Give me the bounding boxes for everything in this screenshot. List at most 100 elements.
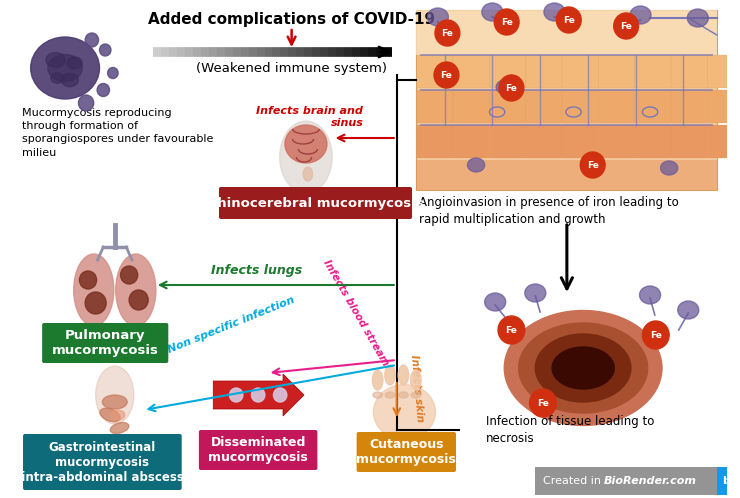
Text: Angioinvasion in presence of iron leading to
rapid multiplication and growth: Angioinvasion in presence of iron leadin… — [419, 196, 679, 226]
FancyBboxPatch shape — [635, 90, 671, 123]
Ellipse shape — [67, 57, 82, 69]
Circle shape — [129, 290, 148, 310]
Bar — [416, 160, 717, 190]
Ellipse shape — [61, 73, 78, 87]
Ellipse shape — [427, 8, 448, 26]
FancyBboxPatch shape — [671, 90, 707, 123]
Ellipse shape — [552, 347, 614, 389]
FancyBboxPatch shape — [489, 125, 526, 158]
Ellipse shape — [496, 80, 514, 94]
FancyBboxPatch shape — [599, 90, 635, 123]
Ellipse shape — [485, 293, 505, 311]
Ellipse shape — [482, 3, 503, 21]
Ellipse shape — [74, 254, 114, 326]
Circle shape — [99, 44, 111, 56]
Ellipse shape — [535, 334, 631, 402]
FancyBboxPatch shape — [526, 125, 562, 158]
FancyBboxPatch shape — [489, 55, 526, 88]
Text: Rhinocerebral mucormycosis: Rhinocerebral mucormycosis — [207, 197, 424, 210]
Text: Fe: Fe — [587, 160, 599, 169]
Bar — [416, 10, 717, 55]
FancyBboxPatch shape — [417, 55, 453, 88]
Circle shape — [85, 292, 106, 314]
Ellipse shape — [399, 392, 408, 398]
Ellipse shape — [30, 37, 99, 99]
Text: Fe: Fe — [442, 28, 454, 37]
Ellipse shape — [661, 161, 678, 175]
Text: Cutaneous
mucormycosis: Cutaneous mucormycosis — [357, 438, 456, 466]
Circle shape — [494, 9, 519, 35]
FancyBboxPatch shape — [599, 55, 635, 88]
Ellipse shape — [102, 395, 127, 409]
Text: (Weakened immune system): (Weakened immune system) — [196, 62, 387, 75]
FancyBboxPatch shape — [453, 55, 489, 88]
FancyBboxPatch shape — [635, 55, 671, 88]
Ellipse shape — [285, 125, 327, 163]
Text: Mucormycosis reproducing
through formation of
sporangiospores under favourable
m: Mucormycosis reproducing through formati… — [22, 108, 213, 157]
Ellipse shape — [280, 121, 332, 193]
FancyBboxPatch shape — [417, 125, 453, 158]
FancyBboxPatch shape — [671, 55, 707, 88]
Text: Fe: Fe — [563, 15, 575, 24]
Circle shape — [274, 388, 287, 402]
Text: Added complications of COVID-19: Added complications of COVID-19 — [148, 12, 435, 27]
Ellipse shape — [95, 366, 134, 424]
FancyBboxPatch shape — [199, 430, 317, 470]
FancyBboxPatch shape — [219, 187, 412, 219]
Ellipse shape — [51, 73, 64, 83]
FancyBboxPatch shape — [562, 55, 599, 88]
Ellipse shape — [386, 392, 395, 398]
Circle shape — [434, 62, 459, 88]
Circle shape — [78, 95, 94, 111]
FancyBboxPatch shape — [635, 125, 671, 158]
FancyBboxPatch shape — [23, 434, 182, 490]
Text: Fe: Fe — [505, 326, 517, 335]
Text: Infects skin: Infects skin — [409, 354, 425, 422]
FancyArrow shape — [213, 374, 304, 416]
Text: Non specific infection: Non specific infection — [166, 295, 296, 355]
Text: Fe: Fe — [620, 21, 632, 30]
FancyBboxPatch shape — [526, 90, 562, 123]
Circle shape — [530, 389, 556, 417]
Ellipse shape — [303, 167, 312, 181]
Text: Fe: Fe — [501, 17, 513, 26]
Ellipse shape — [411, 392, 420, 398]
Text: Gastrointestinal
mucormycosis
(intra-abdominal abscess): Gastrointestinal mucormycosis (intra-abd… — [16, 441, 189, 484]
Circle shape — [642, 321, 669, 349]
FancyBboxPatch shape — [417, 90, 453, 123]
FancyBboxPatch shape — [526, 55, 562, 88]
FancyBboxPatch shape — [562, 125, 599, 158]
FancyBboxPatch shape — [599, 125, 635, 158]
FancyBboxPatch shape — [453, 125, 489, 158]
Ellipse shape — [110, 410, 125, 420]
Ellipse shape — [411, 370, 421, 390]
Ellipse shape — [468, 158, 485, 172]
FancyBboxPatch shape — [671, 125, 707, 158]
Circle shape — [556, 7, 581, 33]
Text: Infects brain and
sinus: Infects brain and sinus — [257, 107, 363, 128]
Circle shape — [613, 13, 639, 39]
Ellipse shape — [687, 9, 708, 27]
FancyBboxPatch shape — [489, 90, 526, 123]
Ellipse shape — [639, 286, 661, 304]
Ellipse shape — [398, 365, 408, 385]
Text: BioRender.com: BioRender.com — [604, 476, 697, 486]
Circle shape — [580, 152, 605, 178]
Bar — [535, 467, 717, 495]
Text: Disseminated
mucormycosis: Disseminated mucormycosis — [208, 436, 308, 464]
Ellipse shape — [678, 301, 699, 319]
Circle shape — [121, 266, 138, 284]
Circle shape — [252, 388, 265, 402]
Ellipse shape — [525, 284, 546, 302]
Bar — [416, 10, 717, 190]
Text: bio: bio — [722, 476, 740, 486]
Text: Fe: Fe — [537, 398, 549, 407]
Circle shape — [499, 75, 524, 101]
Ellipse shape — [46, 52, 65, 68]
Ellipse shape — [504, 310, 662, 425]
Ellipse shape — [372, 370, 383, 390]
Circle shape — [97, 84, 110, 97]
Ellipse shape — [630, 6, 651, 24]
Text: Fe: Fe — [650, 331, 662, 340]
Circle shape — [229, 388, 243, 402]
